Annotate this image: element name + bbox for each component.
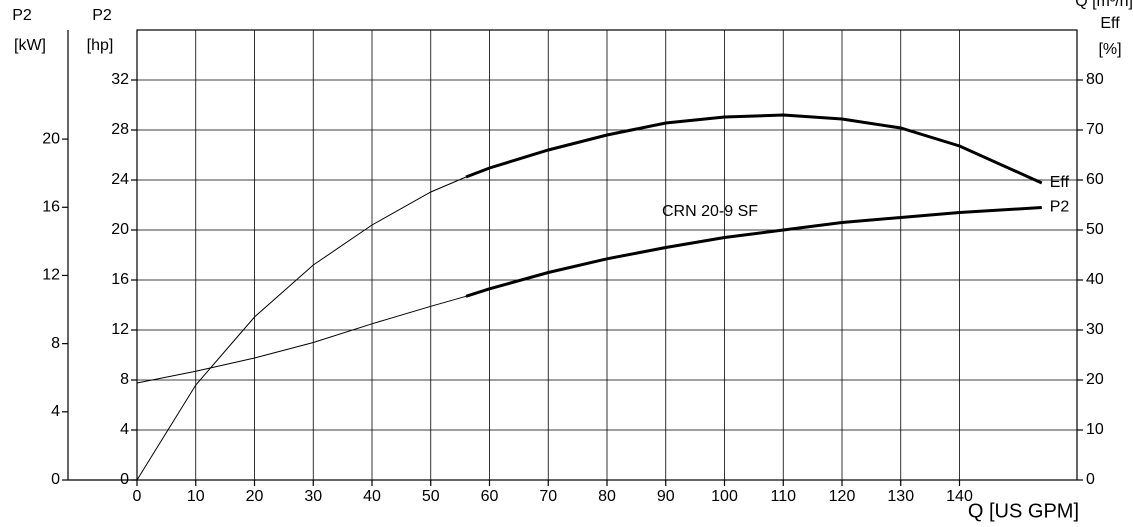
- hp-tick-label: 24: [111, 171, 129, 188]
- x-tick-label: 110: [770, 488, 796, 505]
- x-tick-label: 60: [481, 488, 499, 505]
- x-tick-label: 140: [946, 488, 973, 505]
- kw-tick-label: 20: [42, 130, 60, 147]
- eff-tick-label: 30: [1086, 321, 1104, 338]
- kw-tick-label: 4: [51, 403, 60, 420]
- eff-tick-label: 50: [1086, 221, 1104, 238]
- x-tick-label: 130: [887, 488, 914, 505]
- curve-label: Eff: [1050, 174, 1070, 191]
- eff-tick-label: 40: [1086, 271, 1104, 288]
- hp-tick-label: 32: [111, 71, 129, 88]
- x-tick-label: 40: [363, 488, 381, 505]
- eff-tick-label: 70: [1086, 121, 1104, 138]
- hp-tick-label: 28: [111, 121, 129, 138]
- hp-tick-label: 4: [120, 421, 129, 438]
- kw-tick-label: 16: [42, 198, 60, 215]
- annotation: CRN 20-9 SF: [662, 203, 758, 220]
- eff-tick-label: 60: [1086, 171, 1104, 188]
- curve-thick: [465, 206, 1042, 298]
- x-tick-label: 50: [422, 488, 440, 505]
- eff-label: [%]: [1098, 41, 1121, 58]
- hp-label: P2: [92, 7, 112, 24]
- eff-tick-label: 10: [1086, 421, 1104, 438]
- x-tick-label: 30: [304, 488, 322, 505]
- top-unit-label: Q [m³/h]: [1075, 0, 1133, 10]
- hp-tick-label: 16: [111, 271, 129, 288]
- eff-tick-label: 80: [1086, 71, 1104, 88]
- kw-label: P2: [12, 7, 32, 24]
- x-tick-label: 0: [133, 488, 142, 505]
- x-tick-label: 10: [187, 488, 205, 505]
- x-tick-label: 80: [598, 488, 616, 505]
- kw-tick-label: 12: [42, 267, 60, 284]
- x-tick-label: 70: [539, 488, 557, 505]
- hp-tick-label: 0: [120, 471, 129, 488]
- hp-tick-label: 12: [111, 321, 129, 338]
- curve-thin: [136, 295, 467, 384]
- eff-label: Eff: [1100, 15, 1120, 32]
- eff-tick-label: 0: [1086, 471, 1095, 488]
- curve-label: P2: [1050, 199, 1070, 216]
- x-tick-label: 120: [829, 488, 856, 505]
- kw-label: [kW]: [14, 37, 46, 54]
- x-axis-label: Q [US GPM]: [968, 500, 1079, 522]
- hp-tick-label: 8: [120, 371, 129, 388]
- hp-tick-label: 20: [111, 221, 129, 238]
- kw-tick-label: 8: [51, 335, 60, 352]
- hp-label: [hp]: [87, 37, 114, 54]
- eff-tick-label: 20: [1086, 371, 1104, 388]
- curve-thin: [136, 176, 467, 481]
- x-tick-label: 100: [711, 488, 738, 505]
- x-tick-label: 20: [246, 488, 264, 505]
- curve-thick: [465, 113, 1043, 185]
- kw-tick-label: 0: [51, 471, 60, 488]
- x-tick-label: 90: [657, 488, 675, 505]
